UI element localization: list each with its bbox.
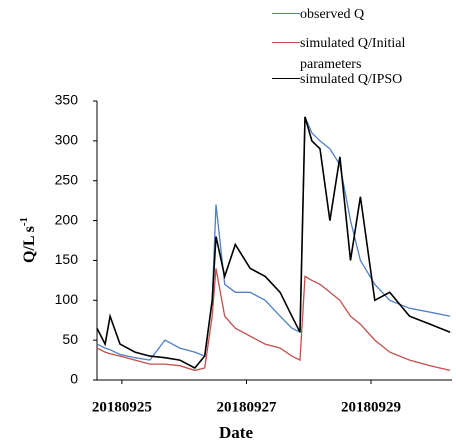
y-tick-label: 350 [55,92,79,108]
x-tick-label: 20180925 [92,399,152,415]
y-tick-label: 0 [70,371,78,387]
y-axis-label-text: Q/L s [21,226,38,263]
legend-item: observed Q [272,4,456,25]
legend-item: simulated Q/IPSO [272,69,456,90]
legend-swatch [272,78,300,79]
y-axis-label: Q/L s-1 [18,217,38,263]
y-tick-label: 250 [55,171,79,187]
series-line [96,116,451,361]
x-axis-label: Date [219,423,253,442]
y-tick-label: 50 [62,331,78,347]
y-tick-label: 200 [55,211,79,227]
legend-swatch [272,42,300,43]
y-tick-label: 100 [55,291,79,307]
y-tick-label: 300 [55,132,79,148]
legend-swatch [272,13,300,14]
legend-label: simulated Q/IPSO [300,72,403,87]
x-tick-label: 20180927 [216,399,277,415]
y-tick-label: 150 [55,251,79,267]
x-tick-label: 20180929 [341,399,401,415]
legend: observed Q simulated Q/Initial parameters… [272,4,456,98]
legend-label: simulated Q/Initial parameters [300,36,406,72]
series-line [96,268,451,372]
y-axis-label-exponent: -1 [18,217,30,226]
legend-item: simulated Q/Initial parameters [272,33,456,75]
series-line [96,116,451,370]
legend-label: observed Q [300,7,365,22]
